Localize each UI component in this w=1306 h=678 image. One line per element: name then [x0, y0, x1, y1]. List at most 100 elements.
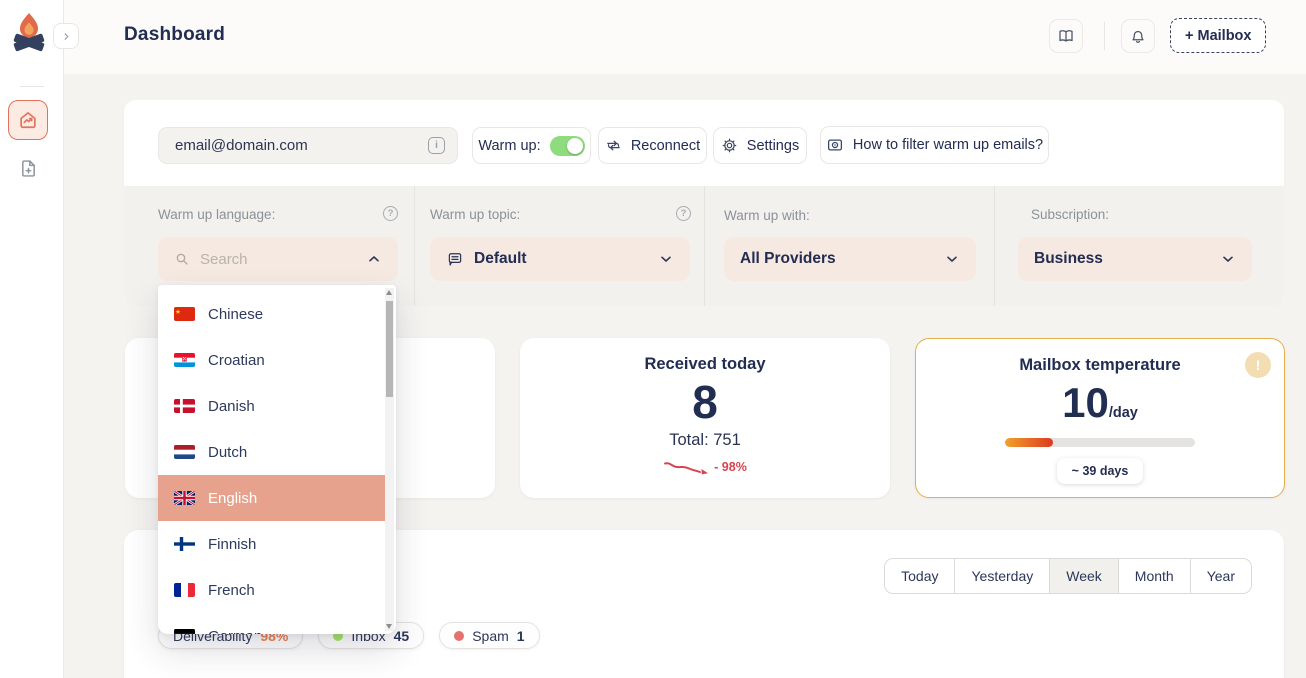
received-total: Total: 751: [669, 430, 741, 449]
sidebar-item-dashboard[interactable]: [8, 100, 48, 140]
sidebar-item-add-mailbox[interactable]: [8, 148, 48, 188]
language-option-label: Danish: [208, 397, 255, 415]
header-bar: [64, 0, 1306, 74]
language-option-chinese[interactable]: Chinese: [158, 291, 387, 337]
flag-de-icon: [174, 629, 195, 634]
tab-year[interactable]: Year: [1189, 559, 1251, 593]
badge-value: 1: [516, 627, 525, 644]
language-option-label: Chinese: [208, 305, 264, 323]
info-icon[interactable]: i: [428, 137, 445, 154]
filter-divider: [704, 186, 705, 306]
provider-select[interactable]: All Providers: [724, 237, 976, 281]
toggle-knob: [566, 137, 583, 154]
chevron-down-icon: [658, 251, 674, 267]
badge-spam[interactable]: Spam 1: [439, 622, 540, 649]
chevron-right-icon: [60, 30, 73, 43]
scrollbar-up-arrow-icon[interactable]: [386, 290, 392, 295]
temperature-progress-fill: [1005, 438, 1053, 448]
gear-icon: [721, 137, 738, 154]
chevron-down-icon: [1220, 251, 1236, 267]
language-dropdown-panel: Chinese Croatian Danish Dutch English Finnish…: [158, 285, 396, 634]
topic-select-value: Default: [474, 250, 527, 267]
topic-select[interactable]: Default: [430, 237, 690, 281]
file-plus-icon: [18, 158, 39, 179]
header-divider: [1104, 22, 1105, 50]
chevron-up-icon: [366, 251, 382, 267]
language-option-label: Croatian: [208, 351, 265, 369]
tab-month[interactable]: Month: [1117, 559, 1190, 593]
book-icon: [1057, 27, 1075, 45]
provider-filter-label: Warm up with:: [724, 208, 810, 223]
subscription-select[interactable]: Business: [1018, 237, 1252, 281]
warmup-label: Warm up:: [478, 137, 541, 154]
chat-icon: [446, 250, 464, 268]
language-select[interactable]: [158, 237, 398, 281]
flag-nl-icon: [174, 445, 195, 459]
provider-select-value: All Providers: [740, 250, 836, 267]
language-option-french[interactable]: French: [158, 567, 387, 613]
docs-button[interactable]: [1049, 19, 1083, 53]
howto-filter-button[interactable]: How to filter warm up emails?: [820, 126, 1049, 164]
temperature-value: 10: [1062, 379, 1109, 426]
notifications-button[interactable]: [1121, 19, 1155, 53]
tab-yesterday[interactable]: Yesterday: [954, 559, 1049, 593]
filter-divider: [994, 186, 995, 306]
warning-icon[interactable]: !: [1245, 352, 1271, 378]
badge-dot: [454, 630, 465, 641]
dropdown-scrollbar[interactable]: [385, 288, 394, 631]
flag-cn-icon: [174, 307, 195, 321]
settings-label: Settings: [746, 137, 800, 154]
reconnect-label: Reconnect: [630, 137, 701, 154]
email-field[interactable]: i: [158, 127, 458, 164]
language-option-label: French: [208, 581, 255, 599]
subscription-filter-label: Subscription:: [1031, 207, 1110, 222]
received-today-card: Received today 8 Total: 751 - 98%: [520, 338, 890, 498]
sidebar-collapse-button[interactable]: [53, 23, 79, 49]
time-range-tabs: Today Yesterday Week Month Year: [884, 558, 1252, 594]
trend-value: - 98%: [714, 459, 747, 474]
refresh-icon: [605, 137, 622, 154]
language-filter-label: Warm up language:: [158, 207, 276, 222]
email-input[interactable]: [175, 137, 428, 154]
home-trend-icon: [17, 109, 39, 131]
flag-gb-icon: [174, 491, 195, 505]
temperature-estimate-badge: ~ 39 days: [1056, 458, 1144, 485]
language-option-finnish[interactable]: Finnish: [158, 521, 387, 567]
help-icon[interactable]: ?: [383, 206, 398, 221]
add-mailbox-label: + Mailbox: [1185, 27, 1252, 44]
received-trend: - 98%: [663, 459, 747, 475]
badge-value: 45: [393, 627, 410, 644]
scrollbar-down-arrow-icon[interactable]: [386, 624, 392, 629]
tab-week[interactable]: Week: [1049, 559, 1118, 593]
language-option-danish[interactable]: Danish: [158, 383, 387, 429]
language-option-english[interactable]: English: [158, 475, 387, 521]
settings-button[interactable]: Settings: [713, 127, 807, 164]
subscription-select-value: Business: [1034, 250, 1103, 267]
language-option-croatian[interactable]: Croatian: [158, 337, 387, 383]
howto-label: How to filter warm up emails?: [852, 137, 1044, 153]
language-option-dutch[interactable]: Dutch: [158, 429, 387, 475]
temperature-title: Mailbox temperature: [1019, 356, 1181, 374]
flag-dk-icon: [174, 399, 195, 413]
flag-hr-icon: [174, 353, 195, 367]
filter-divider: [414, 186, 415, 306]
add-mailbox-button[interactable]: + Mailbox: [1170, 18, 1267, 53]
received-title: Received today: [644, 355, 766, 373]
received-value: 8: [692, 376, 718, 428]
badge-dot: [333, 630, 344, 641]
trend-sparkline: [663, 459, 709, 475]
flag-fr-icon: [174, 583, 195, 597]
temperature-unit: /day: [1108, 405, 1138, 421]
mailbox-temperature-card: ! Mailbox temperature 10 /day ~ 39 days: [915, 338, 1285, 498]
tab-today[interactable]: Today: [901, 568, 939, 584]
help-icon[interactable]: ?: [676, 206, 691, 221]
language-search-input[interactable]: [200, 250, 356, 268]
sidebar-divider: [20, 86, 44, 87]
scrollbar-thumb[interactable]: [386, 301, 393, 397]
warmup-toggle[interactable]: [549, 135, 585, 156]
language-option-german[interactable]: German: [158, 613, 387, 634]
language-option-label: Dutch: [208, 443, 248, 461]
bell-icon: [1129, 27, 1147, 45]
reconnect-button[interactable]: Reconnect: [598, 127, 707, 164]
